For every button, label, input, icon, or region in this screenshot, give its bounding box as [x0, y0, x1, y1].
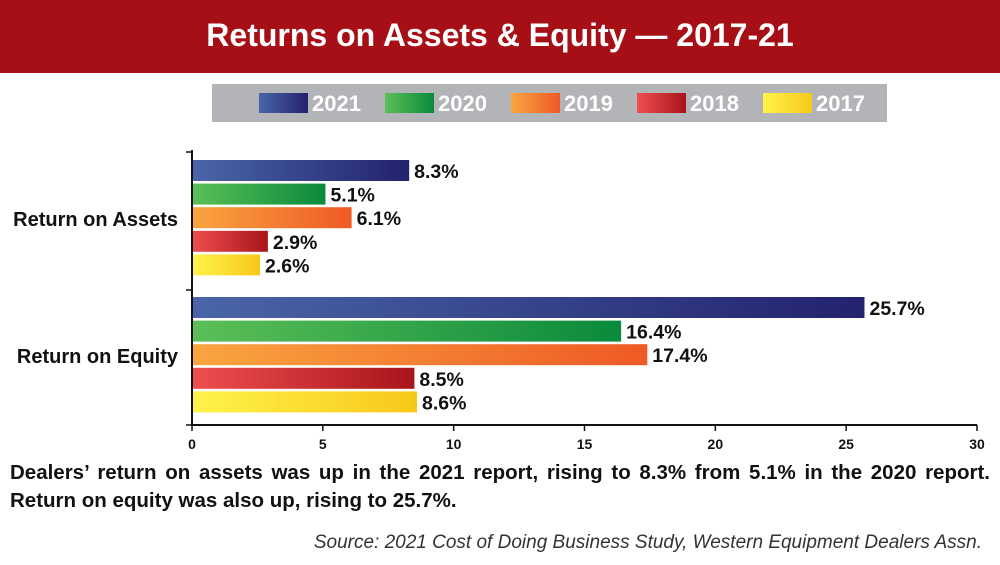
legend-label-2020: 2020	[438, 91, 487, 116]
x-tick-label-25: 25	[838, 436, 854, 452]
data-label-1-2020: 16.4%	[626, 322, 681, 344]
legend-label-2018: 2018	[690, 91, 739, 116]
data-label-0-2017: 2.6%	[265, 255, 309, 277]
legend-swatch-2020	[385, 93, 434, 113]
bar-1-2017	[192, 391, 418, 413]
legend: 2021 2020 2019 2018 2017	[212, 84, 887, 122]
bar-0-2020	[192, 183, 326, 205]
data-label-0-2020: 5.1%	[330, 185, 374, 207]
bar-0-2019	[192, 207, 352, 229]
bar-1-2020	[192, 320, 622, 342]
legend-swatch-2019	[511, 93, 560, 113]
bar-1-2021	[192, 297, 865, 318]
chart-title: Returns on Assets & Equity — 2017-21	[0, 0, 1000, 73]
category-label-0: Return on Assets	[13, 209, 178, 231]
data-label-0-2019: 6.1%	[357, 208, 401, 230]
caption: Dealers’ return on assets was up in the …	[10, 461, 990, 512]
data-label-1-2017: 8.6%	[422, 392, 466, 414]
x-tick-label-20: 20	[708, 436, 724, 452]
data-label-1-2019: 17.4%	[652, 345, 707, 367]
legend-label-2019: 2019	[564, 91, 613, 116]
legend-label-2017: 2017	[816, 91, 865, 116]
legend-label-2021: 2021	[312, 91, 361, 116]
data-label-1-2021: 25.7%	[869, 298, 924, 320]
bar-0-2021	[192, 160, 410, 181]
data-label-1-2018: 8.5%	[419, 369, 463, 391]
x-tick-label-10: 10	[446, 436, 462, 452]
x-tick-label-30: 30	[969, 436, 985, 452]
bar-0-2017	[192, 254, 261, 276]
data-label-0-2021: 8.3%	[414, 161, 458, 183]
legend-swatch-2021	[259, 93, 308, 113]
category-label-1: Return on Equity	[17, 346, 179, 368]
x-tick-label-5: 5	[319, 436, 327, 452]
bar-chart: 8.3% 5.1%6.1% 2.9%2.6% Return on Assets 25.7…	[13, 150, 985, 452]
x-tick-label-15: 15	[577, 436, 593, 452]
legend-swatch-2018	[637, 93, 686, 113]
bar-1-2019	[192, 344, 648, 366]
x-tick-label-0: 0	[188, 436, 196, 452]
source-note: Source: 2021 Cost of Doing Business Stud…	[313, 532, 982, 553]
bar-1-2018	[192, 367, 415, 389]
legend-swatch-2017	[763, 93, 812, 113]
data-label-0-2018: 2.9%	[273, 232, 317, 254]
bar-0-2018	[192, 230, 268, 252]
